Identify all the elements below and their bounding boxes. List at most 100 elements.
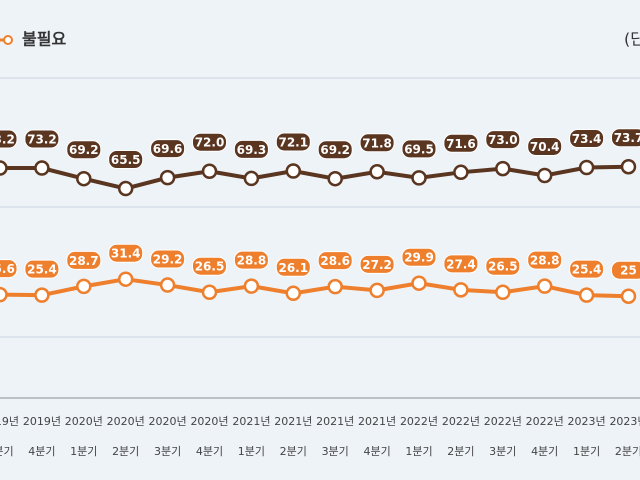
value-label-box — [611, 128, 640, 148]
value-label: 70.4 — [530, 140, 560, 154]
value-label: 25.4 — [27, 263, 57, 277]
value-label-box — [275, 132, 311, 152]
point — [117, 271, 134, 287]
value-label: 73.7 — [614, 131, 640, 145]
value-label: 26.1 — [278, 261, 308, 275]
point — [578, 159, 595, 176]
x-tick-label: 2020년 — [107, 415, 145, 428]
point — [495, 284, 511, 300]
x-tick-label: 2021년 — [274, 415, 312, 428]
x-tick-label: 2019년 — [23, 415, 61, 428]
value-label-box — [485, 130, 521, 150]
point — [34, 160, 50, 176]
x-tick-label: 3분기 — [489, 445, 516, 458]
series-line — [0, 277, 629, 299]
x-tick-label: 2020년 — [65, 415, 103, 428]
value-label-box — [275, 257, 311, 277]
value-label: 25.6 — [0, 262, 15, 276]
x-tick-label: 2분기 — [447, 445, 474, 458]
x-tick-label: 3분기 — [154, 445, 181, 458]
value-label: 69.2 — [320, 143, 350, 157]
value-label-box — [192, 132, 227, 152]
value-label-box — [317, 140, 353, 160]
x-tick-label: 2020년 — [149, 415, 187, 428]
point — [34, 287, 50, 303]
value-label: 26.5 — [195, 260, 225, 274]
value-label-box — [569, 129, 605, 149]
x-tick-label: 1분기 — [70, 445, 97, 458]
value-label: 71.6 — [446, 137, 476, 151]
value-label-box — [233, 139, 269, 159]
x-tick-label: 2023년 — [568, 415, 606, 428]
value-label-box — [443, 133, 479, 153]
value-label-box — [66, 140, 102, 160]
value-label-box — [317, 251, 353, 271]
x-tick-label: 2분기 — [615, 445, 640, 458]
x-tick-label: 2021년 — [316, 415, 354, 428]
point — [620, 158, 637, 175]
value-label-box — [569, 259, 605, 279]
point — [411, 275, 427, 291]
value-label: 73.0 — [488, 133, 518, 147]
value-label-box — [611, 260, 640, 280]
value-label: 25 — [620, 264, 637, 278]
point — [620, 288, 637, 304]
value-label: 28.8 — [237, 254, 267, 268]
x-tick-label: 2023년 — [609, 415, 640, 428]
value-label-box — [485, 256, 521, 276]
value-label: 29.9 — [404, 251, 434, 265]
value-label-box — [401, 247, 437, 267]
value-label: 69.6 — [153, 142, 183, 156]
value-label: 27.4 — [446, 257, 476, 271]
x-tick-label: 1분기 — [405, 445, 432, 458]
value-label: 72.0 — [195, 136, 225, 150]
point — [327, 278, 343, 295]
value-label-box — [150, 249, 186, 269]
point — [536, 167, 553, 184]
value-label-box — [527, 250, 563, 270]
x-tick-label: 2022년 — [442, 415, 480, 428]
point — [369, 282, 385, 299]
x-tick-label: 1분기 — [573, 445, 600, 458]
value-label-box — [359, 133, 395, 153]
point — [327, 170, 343, 187]
x-tick-label: 2022년 — [484, 415, 522, 428]
point — [411, 170, 427, 186]
value-label-box — [108, 243, 144, 263]
legend-label: 불필요 — [22, 30, 66, 49]
x-tick-label: 2021년 — [358, 415, 396, 428]
point — [0, 160, 8, 176]
point — [117, 180, 134, 197]
value-label: 27.2 — [362, 258, 392, 272]
value-label: 72.1 — [278, 135, 308, 149]
point — [243, 278, 260, 294]
value-label: 28.6 — [320, 254, 350, 268]
point — [285, 163, 302, 179]
value-label-box — [192, 256, 227, 276]
value-label-box — [150, 139, 186, 159]
value-label-box — [233, 250, 269, 270]
x-tick-label: 4분기 — [363, 445, 390, 458]
x-tick-label: 3분기 — [0, 445, 14, 458]
point — [76, 278, 92, 295]
point — [159, 277, 176, 293]
value-label: 73.2 — [27, 133, 57, 147]
x-tick-label: 4분기 — [28, 445, 55, 458]
legend-marker — [3, 35, 13, 45]
point — [201, 284, 218, 300]
value-label: 73.2 — [0, 133, 15, 147]
value-label-box — [24, 129, 60, 149]
point — [201, 163, 218, 179]
value-label-box — [443, 254, 479, 274]
point — [453, 282, 469, 298]
value-label-box — [527, 137, 563, 156]
point — [369, 164, 385, 180]
value-label: 28.8 — [530, 254, 560, 268]
value-label: 29.2 — [153, 253, 183, 267]
value-label-box — [0, 259, 18, 279]
point — [536, 278, 553, 294]
value-label: 73.4 — [572, 132, 602, 146]
point — [243, 170, 260, 187]
